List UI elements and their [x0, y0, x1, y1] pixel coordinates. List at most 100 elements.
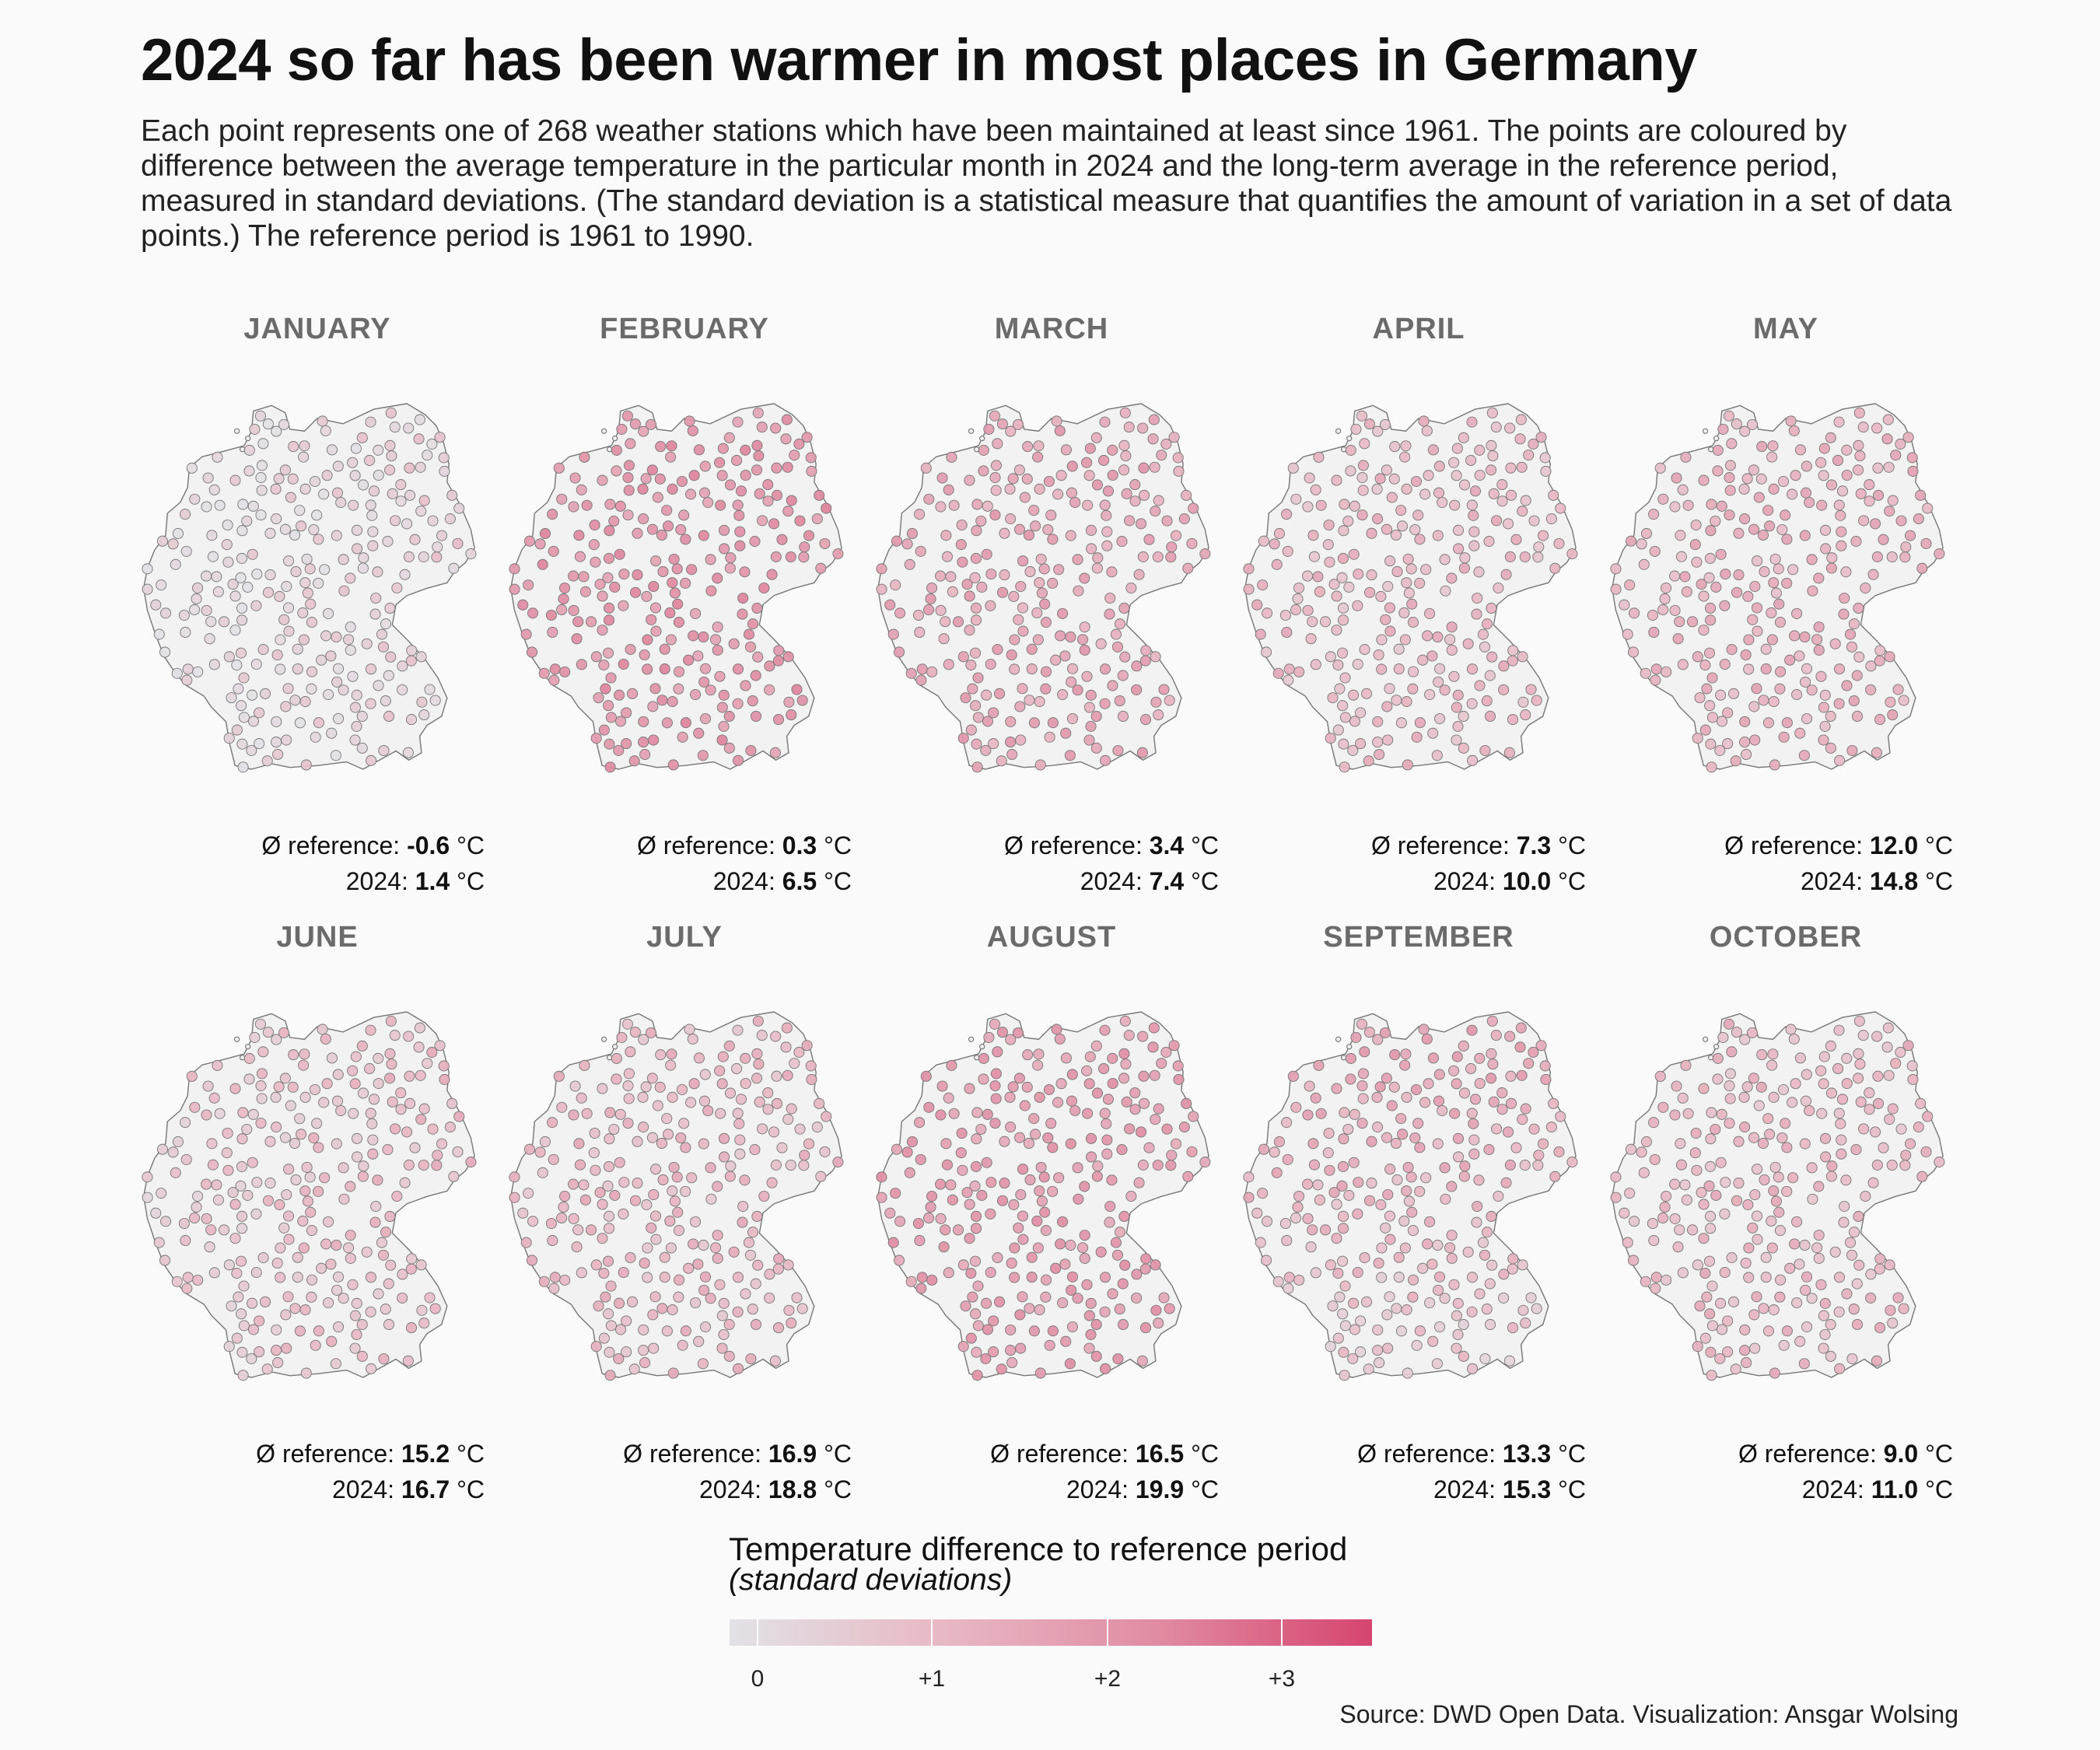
station-point — [1120, 1059, 1132, 1070]
station-point — [323, 688, 334, 701]
station-point — [579, 1194, 591, 1206]
station-point — [1833, 663, 1846, 675]
station-point — [331, 1138, 342, 1150]
station-point — [1853, 1259, 1865, 1271]
station-point — [952, 616, 964, 628]
station-point — [1826, 1160, 1838, 1172]
station-point — [1279, 609, 1291, 621]
station-point — [365, 1024, 376, 1036]
station-point — [1767, 1048, 1779, 1060]
station-point — [1913, 1121, 1924, 1133]
month-panel-july: JULY Ø reference: 16.9 °C 2024: 18.8 °C — [502, 921, 867, 1503]
station-point — [1449, 499, 1461, 511]
station-point — [1099, 499, 1111, 511]
station-point — [1339, 712, 1351, 723]
station-point — [1331, 474, 1342, 486]
station-point — [1916, 562, 1928, 574]
station-point — [1121, 1096, 1132, 1108]
station-point — [969, 647, 982, 659]
island-outline — [1341, 1055, 1347, 1061]
station-point — [1738, 1091, 1750, 1103]
station-point — [1452, 524, 1465, 536]
station-point — [1041, 1274, 1052, 1286]
station-point — [247, 548, 258, 560]
station-point — [1619, 1207, 1630, 1219]
island-outline — [1335, 1036, 1342, 1042]
station-point — [1129, 1087, 1141, 1099]
station-point — [1458, 1171, 1470, 1182]
station-point — [943, 1092, 954, 1104]
station-point — [964, 1083, 975, 1094]
island-outline — [240, 1055, 246, 1061]
station-point — [669, 1195, 681, 1207]
station-point — [249, 423, 261, 435]
station-point — [1681, 1194, 1692, 1206]
station-point — [969, 572, 981, 583]
station-point — [1712, 1073, 1724, 1085]
station-point — [1468, 526, 1480, 537]
station-point — [389, 1030, 401, 1041]
station-point — [1412, 509, 1424, 521]
station-point — [571, 1241, 583, 1253]
station-point — [985, 600, 996, 611]
station-point — [1116, 1144, 1128, 1156]
station-point — [1719, 658, 1731, 670]
station-point — [1648, 1234, 1660, 1247]
station-point — [1545, 513, 1557, 525]
station-point — [876, 583, 887, 595]
station-point — [1507, 645, 1519, 656]
station-point — [189, 1101, 201, 1113]
station-point — [279, 464, 291, 476]
station-point — [1336, 1180, 1348, 1192]
germany-map — [1243, 1011, 1578, 1381]
station-point — [233, 683, 244, 695]
station-point — [192, 666, 204, 677]
station-point — [1059, 650, 1071, 662]
station-point — [698, 1239, 709, 1251]
station-point — [1356, 410, 1367, 422]
station-point — [1322, 1147, 1334, 1159]
station-point — [1433, 487, 1445, 499]
station-point — [416, 696, 428, 708]
station-point — [301, 1161, 313, 1173]
month-panel-june: JUNE Ø reference: 15.2 °C 2024: 16.7 °C — [135, 921, 500, 1503]
station-point — [254, 1018, 266, 1030]
station-point — [579, 586, 591, 597]
station-point — [646, 1073, 658, 1084]
station-point — [1730, 755, 1741, 767]
station-point — [201, 1213, 212, 1224]
station-point — [1047, 1142, 1059, 1153]
station-point — [404, 462, 415, 474]
station-point — [171, 1276, 183, 1287]
station-point — [661, 717, 673, 729]
station-point — [1440, 1193, 1451, 1205]
station-point — [1026, 663, 1038, 675]
station-point — [1084, 1051, 1096, 1062]
station-point — [1851, 1318, 1864, 1331]
station-point — [1005, 737, 1017, 748]
station-point — [981, 1297, 992, 1309]
station-point — [378, 1353, 390, 1365]
station-point — [654, 1081, 666, 1093]
station-point — [1412, 1118, 1424, 1129]
station-point — [938, 633, 950, 645]
station-point — [1680, 1059, 1692, 1071]
station-point — [1836, 1094, 1849, 1105]
station-point — [1348, 689, 1360, 701]
station-point — [1055, 1078, 1067, 1090]
station-point — [517, 599, 529, 611]
station-point — [1787, 564, 1799, 576]
station-point — [1079, 1230, 1090, 1241]
station-point — [614, 716, 627, 727]
station-point — [208, 659, 220, 670]
station-point — [1452, 1297, 1464, 1309]
temperature-2024: 2024: 15.3 °C — [1433, 1475, 1586, 1503]
station-point — [1669, 604, 1681, 616]
station-point — [306, 1291, 317, 1303]
station-point — [1273, 1136, 1285, 1148]
station-point — [1839, 592, 1850, 604]
station-point — [1920, 537, 1932, 549]
station-point — [1353, 1177, 1364, 1188]
station-point — [338, 585, 350, 597]
station-point — [985, 658, 996, 670]
